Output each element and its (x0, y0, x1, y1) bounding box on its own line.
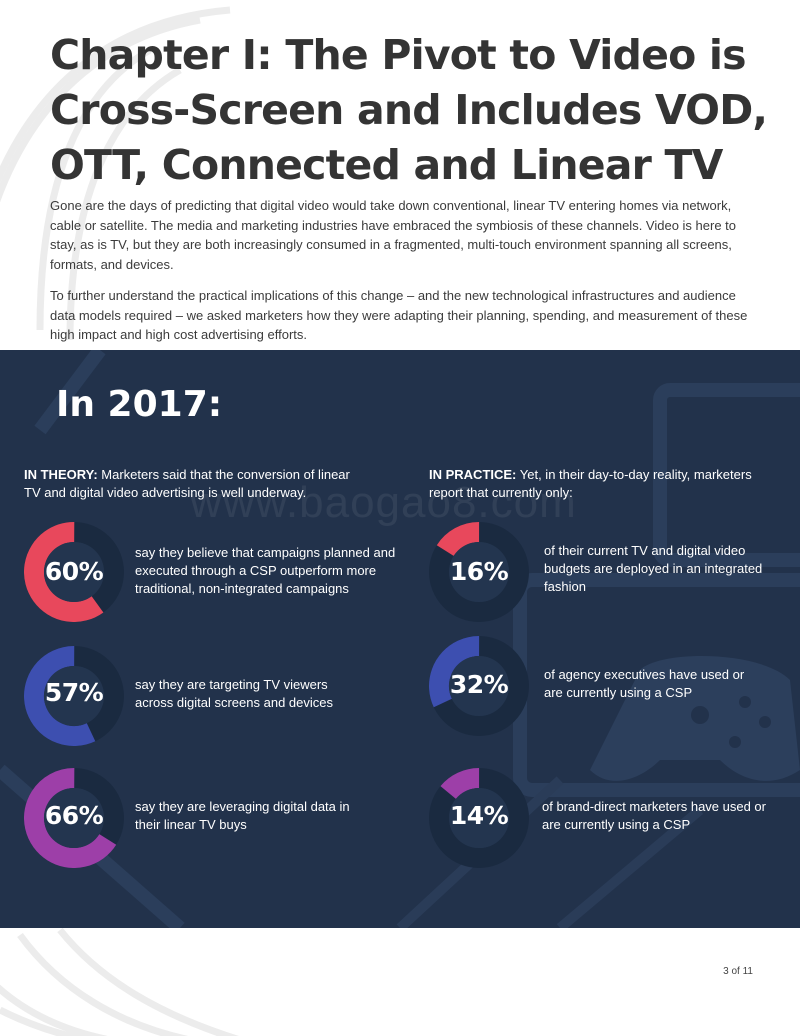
stat-description: say they believe that campaigns planned … (135, 545, 396, 596)
stat-description: of brand-direct marketers have used or a… (542, 799, 766, 832)
stat-percentage: 16% (449, 557, 509, 586)
theory-text: Marketers said that the conversion of li… (24, 467, 350, 500)
stat-description: say they are targeting TV viewers across… (135, 677, 333, 710)
stat-percentage: 60% (44, 557, 104, 586)
theory-lead: IN THEORY: (24, 467, 98, 482)
device-outline-decoration (0, 350, 800, 928)
donut-chart (429, 768, 529, 868)
stat-percentage: 14% (449, 801, 509, 830)
watermark: www.baogao8.com (190, 478, 577, 527)
donut-hole (449, 656, 509, 716)
practice-lead: IN PRACTICE: (429, 467, 517, 482)
theory-intro: IN THEORY: Marketers said that the conve… (24, 466, 364, 502)
stats-panel: In 2017: www.baogao8.com IN THEORY: Mark… (0, 350, 800, 928)
donut-chart (24, 646, 124, 746)
intro-paragraph-1: Gone are the days of predicting that dig… (50, 198, 737, 272)
chapter-title: Chapter I: The Pivot to Video is Cross-S… (50, 31, 768, 189)
practice-intro: IN PRACTICE: Yet, in their day-to-day re… (429, 466, 769, 502)
donut-hole (44, 788, 104, 848)
donut-hole (449, 788, 509, 848)
intro-paragraph-2: To further understand the practical impl… (50, 288, 748, 342)
page-number: 3 of 11 (723, 966, 753, 977)
stat-percentage: 66% (44, 801, 104, 830)
donut-hole (44, 666, 104, 726)
stat-description: of their current TV and digital video bu… (544, 543, 763, 594)
stat-description: of agency executives have used or are cu… (544, 667, 745, 700)
donut-hole (449, 542, 509, 602)
stat-percentage: 57% (44, 678, 104, 707)
year-heading: In 2017: (56, 384, 223, 425)
practice-text: Yet, in their day-to-day reality, market… (429, 467, 752, 500)
donut-chart (429, 636, 529, 736)
donut-chart (24, 768, 124, 868)
donut-chart (24, 522, 124, 622)
stat-description: say they are leveraging digital data in … (135, 799, 350, 832)
donut-chart (429, 522, 529, 622)
donut-hole (44, 542, 104, 602)
stat-percentage: 32% (449, 670, 509, 699)
